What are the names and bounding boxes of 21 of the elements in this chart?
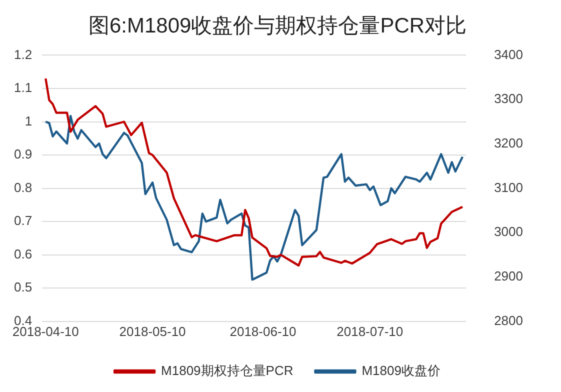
y-tick-label: 0.9 <box>14 146 32 162</box>
y2-tick-label: 2800 <box>494 312 523 328</box>
y-tick-label: 1 <box>24 113 32 128</box>
legend-label: M1809收盘价 <box>362 363 440 378</box>
y2-tick-label: 3300 <box>494 91 523 106</box>
y2-tick-label: 3200 <box>494 136 523 151</box>
y2-tick-label: 3400 <box>494 46 523 62</box>
y-tick-label: 0.6 <box>14 246 32 262</box>
y-tick-label: 1.2 <box>14 46 32 62</box>
x-tick-label: 2018-05-10 <box>119 324 186 339</box>
y-tick-label: 0.8 <box>14 180 32 195</box>
y2-tick-label: 3100 <box>494 180 523 195</box>
y2-tick-label: 2900 <box>494 268 523 284</box>
x-tick-label: 2018-07-10 <box>336 324 404 339</box>
y-tick-label: 0.5 <box>14 280 32 295</box>
chart-title: 图6:M1809收盘价与期权持仓量PCR对比 <box>88 14 467 38</box>
x-tick-label: 2018-06-10 <box>230 324 296 339</box>
y-tick-label: 1.1 <box>14 80 32 96</box>
y-tick-label: 0.7 <box>14 213 32 228</box>
legend-label: M1809期权持仓量PCR <box>161 363 294 378</box>
y2-tick-label: 3000 <box>494 224 523 240</box>
